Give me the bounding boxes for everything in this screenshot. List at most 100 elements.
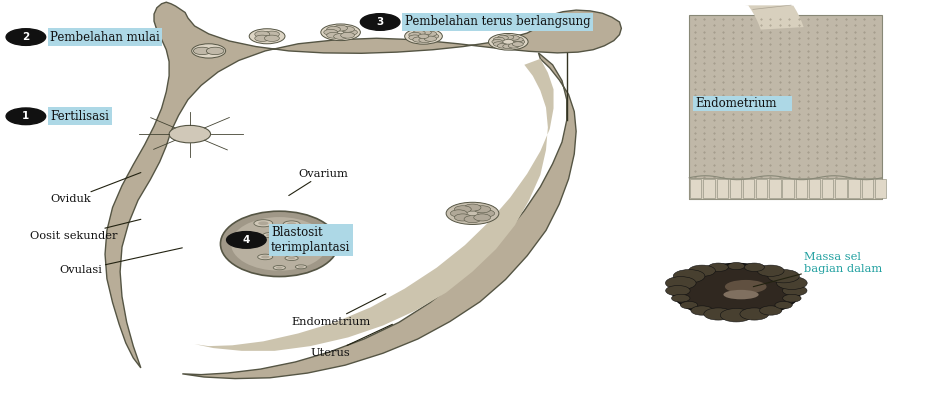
- Bar: [808, 179, 819, 198]
- Circle shape: [327, 32, 340, 38]
- Text: Oosit sekunder: Oosit sekunder: [29, 219, 141, 241]
- Circle shape: [671, 294, 689, 302]
- Text: Oviduk: Oviduk: [50, 172, 141, 205]
- Circle shape: [671, 264, 800, 318]
- Polygon shape: [10, 5, 802, 38]
- Circle shape: [333, 25, 347, 31]
- Ellipse shape: [276, 267, 282, 269]
- Circle shape: [360, 14, 399, 30]
- Bar: [848, 179, 859, 198]
- Circle shape: [719, 308, 751, 322]
- Circle shape: [514, 40, 524, 44]
- Bar: [689, 179, 700, 198]
- Circle shape: [418, 34, 429, 38]
- Bar: [742, 179, 753, 198]
- Ellipse shape: [723, 290, 758, 299]
- Circle shape: [497, 36, 508, 40]
- Bar: [861, 179, 872, 198]
- Circle shape: [333, 34, 347, 40]
- Circle shape: [488, 34, 528, 50]
- Circle shape: [424, 31, 436, 36]
- Circle shape: [497, 43, 508, 48]
- Circle shape: [424, 36, 436, 41]
- Bar: [755, 179, 767, 198]
- Bar: [688, 15, 882, 200]
- Circle shape: [680, 301, 697, 309]
- Circle shape: [774, 301, 791, 309]
- Ellipse shape: [298, 246, 307, 249]
- Ellipse shape: [266, 234, 274, 237]
- Ellipse shape: [271, 243, 288, 249]
- Circle shape: [502, 35, 514, 40]
- Ellipse shape: [288, 257, 295, 259]
- Circle shape: [6, 108, 45, 124]
- Circle shape: [413, 30, 425, 36]
- Text: 1: 1: [23, 111, 29, 121]
- Circle shape: [464, 204, 480, 211]
- Circle shape: [493, 37, 504, 42]
- Circle shape: [508, 43, 519, 48]
- Circle shape: [264, 35, 279, 41]
- Circle shape: [690, 306, 713, 315]
- Circle shape: [776, 277, 806, 289]
- Circle shape: [492, 40, 502, 44]
- Circle shape: [320, 24, 360, 41]
- Circle shape: [707, 263, 728, 271]
- Circle shape: [464, 215, 480, 223]
- Circle shape: [493, 42, 504, 46]
- Circle shape: [454, 206, 471, 213]
- Ellipse shape: [258, 221, 268, 225]
- Ellipse shape: [285, 256, 298, 261]
- Text: Uterus: Uterus: [311, 324, 392, 358]
- Circle shape: [418, 38, 430, 43]
- Ellipse shape: [273, 265, 285, 270]
- Circle shape: [703, 308, 732, 320]
- Circle shape: [672, 270, 704, 283]
- Circle shape: [665, 285, 689, 296]
- Circle shape: [665, 277, 696, 289]
- Circle shape: [194, 47, 211, 55]
- Ellipse shape: [220, 211, 338, 277]
- Circle shape: [340, 32, 354, 38]
- Circle shape: [340, 26, 354, 32]
- Ellipse shape: [291, 233, 299, 236]
- Circle shape: [744, 263, 764, 271]
- Circle shape: [327, 26, 340, 32]
- Circle shape: [446, 202, 498, 225]
- Ellipse shape: [283, 221, 300, 227]
- Circle shape: [756, 265, 784, 277]
- Bar: [768, 179, 780, 198]
- Circle shape: [473, 206, 490, 213]
- Circle shape: [418, 30, 430, 35]
- Circle shape: [688, 265, 715, 277]
- Ellipse shape: [724, 280, 766, 293]
- Bar: [702, 179, 714, 198]
- Ellipse shape: [275, 245, 284, 248]
- Circle shape: [759, 306, 781, 315]
- Circle shape: [227, 231, 266, 248]
- Circle shape: [255, 31, 270, 38]
- Text: Pembelahan terus berlangsung: Pembelahan terus berlangsung: [404, 16, 590, 28]
- Ellipse shape: [258, 254, 273, 260]
- Text: Endometrium: Endometrium: [292, 294, 385, 326]
- Circle shape: [206, 47, 224, 55]
- Ellipse shape: [287, 222, 295, 226]
- Text: Endometrium: Endometrium: [695, 97, 777, 110]
- Bar: [688, 178, 882, 200]
- Circle shape: [767, 270, 799, 283]
- Circle shape: [450, 210, 466, 217]
- Bar: [782, 179, 793, 198]
- Text: Fertilisasi: Fertilisasi: [50, 110, 110, 123]
- Bar: [821, 179, 833, 198]
- Ellipse shape: [295, 265, 307, 269]
- Circle shape: [6, 29, 45, 45]
- Text: 4: 4: [243, 235, 250, 245]
- Text: 3: 3: [376, 17, 383, 27]
- Ellipse shape: [297, 266, 304, 268]
- Circle shape: [264, 31, 279, 38]
- Circle shape: [478, 210, 494, 217]
- Circle shape: [413, 37, 425, 42]
- Circle shape: [344, 30, 357, 35]
- Text: Ovulasi: Ovulasi: [59, 248, 182, 275]
- Circle shape: [727, 263, 744, 270]
